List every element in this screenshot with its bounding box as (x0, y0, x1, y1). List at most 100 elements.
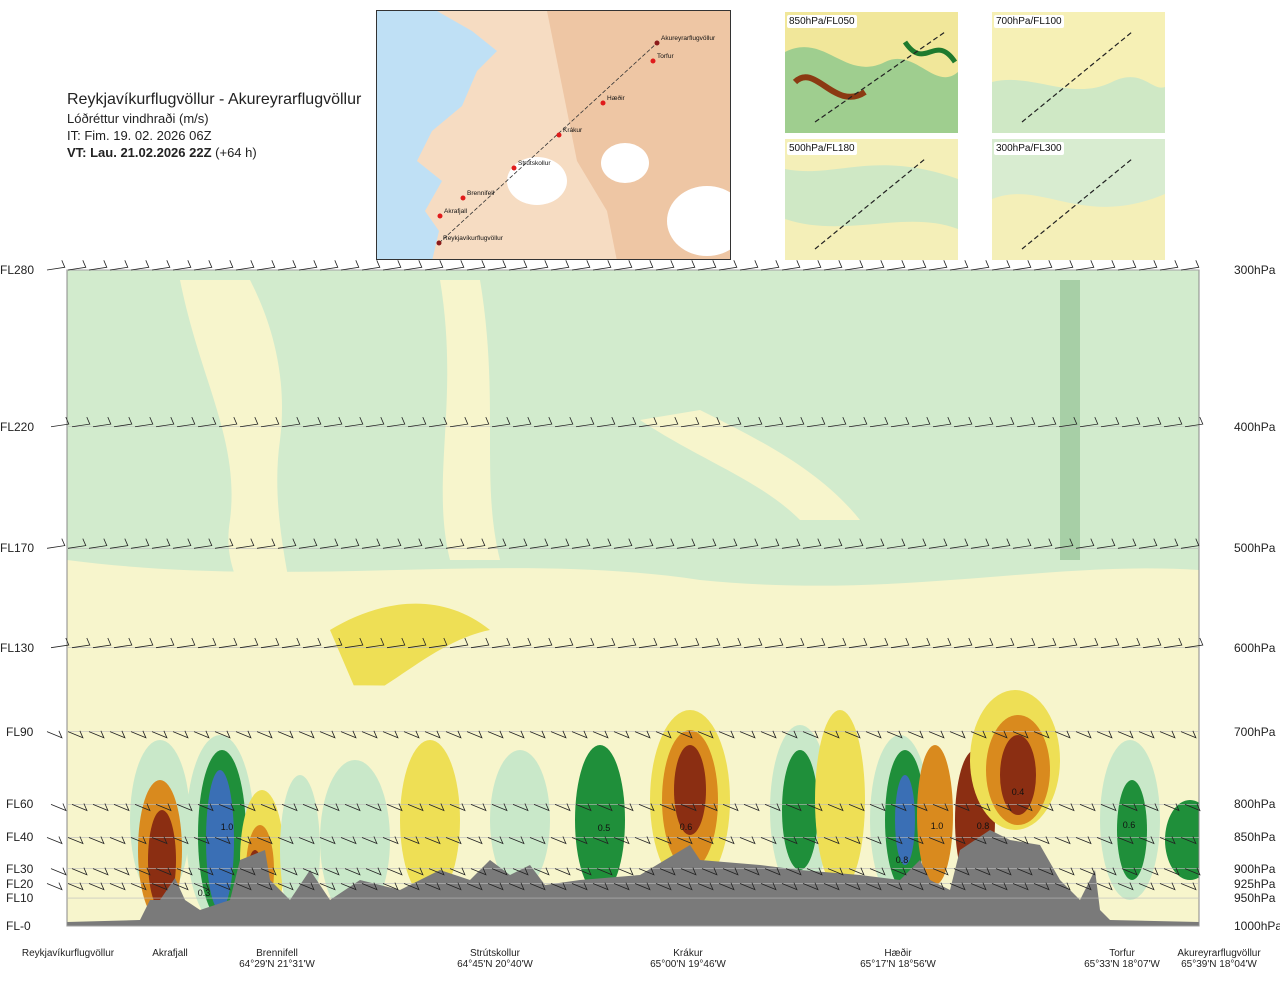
wind-barb (92, 416, 112, 428)
issue-time: IT: Fim. 19. 02. 2026 06Z (67, 128, 212, 143)
wind-barb (277, 538, 297, 549)
wind-barb (466, 882, 483, 891)
wind-barb (466, 836, 483, 845)
location-label: Strútskollur 64°45'N 20°40'W (445, 948, 545, 970)
wind-barb (214, 730, 231, 739)
wind-barb (50, 803, 67, 812)
wind-barb (554, 867, 571, 876)
wind-barb (1075, 882, 1092, 891)
contour-value-label: 0.8 (896, 855, 909, 865)
route-map-svg: Akureyrarflugvöllur Torfur Hæðir Krákur Strú… (417, 11, 730, 259)
wind-barb (529, 260, 549, 271)
wind-barb (886, 260, 906, 271)
wind-barb (1100, 803, 1117, 812)
wind-barb (638, 416, 658, 428)
wind-barb (1138, 836, 1155, 845)
wind-barb (46, 260, 66, 271)
wind-barb (130, 538, 150, 549)
wind-barb (928, 260, 948, 271)
location-coord: 65°00'N 19°46'W (650, 959, 726, 970)
fl-tick-label: FL280 (0, 263, 35, 277)
wind-barb (151, 260, 171, 271)
wind-barb (1033, 730, 1050, 739)
wind-barb (281, 637, 301, 649)
wind-barb (949, 538, 969, 549)
wind-barb (424, 538, 444, 549)
thumb-300hpa[interactable]: 300hPa/FL300 (992, 139, 1165, 260)
wind-barb (613, 260, 633, 271)
wind-barb (407, 416, 427, 428)
wind-barb (827, 637, 847, 649)
wind-barb (403, 538, 423, 549)
wind-barb (932, 867, 949, 876)
wind-barb (361, 882, 378, 891)
wind-barb (739, 260, 759, 271)
wind-barb (869, 803, 886, 812)
wind-barb (743, 867, 760, 876)
wind-barb (1016, 803, 1033, 812)
wind-barb (890, 637, 910, 649)
wind-barb (827, 867, 844, 876)
wind-barb (256, 538, 276, 549)
wind-barb (1033, 538, 1053, 549)
wind-barb (571, 836, 588, 845)
wind-barb (1016, 867, 1033, 876)
wind-barb (1012, 538, 1032, 549)
wind-barb (764, 803, 781, 812)
wind-barb (869, 416, 889, 428)
location-name: Akrafjall (152, 948, 188, 959)
valid-time-main: VT: Lau. 21.02.2026 22Z (67, 145, 212, 160)
wind-barb (281, 416, 301, 428)
wind-barb (239, 867, 256, 876)
wind-barb (151, 730, 168, 739)
wind-barb (865, 538, 885, 549)
wind-barb (785, 867, 802, 876)
wind-barb (172, 836, 189, 845)
wind-barb (911, 416, 931, 428)
thumb-850hpa[interactable]: 850hPa/FL050 (785, 12, 958, 133)
wind-barb (445, 730, 462, 739)
wind-barb (550, 538, 570, 549)
wind-barb (1037, 416, 1057, 428)
wind-barb (764, 867, 781, 876)
wind-barb (361, 730, 378, 739)
wind-barb (277, 260, 297, 271)
thumb-700hpa[interactable]: 700hPa/FL100 (992, 12, 1165, 133)
wind-barb (1163, 867, 1180, 876)
route-line (438, 42, 658, 244)
map-places: Akureyrarflugvöllur Torfur Hæðir Krákur Strú… (436, 35, 716, 246)
wind-barb (67, 882, 84, 891)
fl-tick-label: FL220 (0, 419, 35, 434)
wind-barb (176, 867, 193, 876)
wind-barb (680, 803, 697, 812)
location-label: Hæðir 65°17'N 18°56'W (848, 948, 948, 970)
wind-barb (949, 836, 966, 845)
wind-barb (239, 637, 259, 649)
wind-barb (806, 867, 823, 876)
wind-barb (739, 836, 756, 845)
wind-barb (1054, 882, 1071, 891)
wind-barb (991, 882, 1008, 891)
wind-barb (907, 836, 924, 845)
wind-barb (260, 416, 280, 428)
thumb-500hpa[interactable]: 500hPa/FL180 (785, 139, 958, 260)
wind-barb (1163, 637, 1183, 649)
wind-barb (46, 882, 63, 891)
fl-tick-label: FL20 (6, 876, 34, 891)
wind-barb (1138, 260, 1158, 271)
wind-barb (407, 637, 427, 649)
wind-barb (298, 730, 315, 739)
wind-barb (491, 803, 508, 812)
pressure-level-lines (67, 269, 1199, 927)
wind-barb (386, 867, 403, 876)
wind-barb (428, 416, 448, 428)
wind-barb (697, 882, 714, 891)
wind-barb (67, 260, 87, 271)
wind-barb (676, 730, 693, 739)
wind-barb (1075, 260, 1095, 271)
wind-barb (239, 416, 259, 428)
wind-barb (67, 836, 84, 845)
wind-barb (869, 867, 886, 876)
wind-barb (634, 836, 651, 845)
wind-barb (88, 882, 105, 891)
